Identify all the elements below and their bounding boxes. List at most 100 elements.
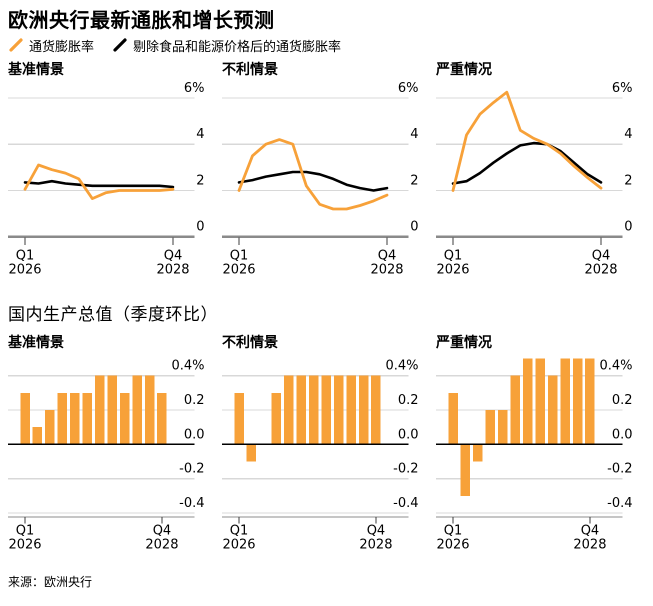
x-tick-label: Q4 [581,524,600,539]
gdp-bar [246,444,257,462]
x-tick-label: Q4 [592,249,611,264]
gdp-bar [32,427,43,445]
gdp-bar [473,444,483,462]
gdp-bar [547,375,558,445]
x-tick-label: 2028 [359,537,392,552]
y-tick-label: -0.2 [607,462,632,477]
y-tick-label: -0.4 [179,496,204,511]
x-tick-label: 2026 [436,537,469,552]
y-tick-label: -0.4 [607,496,632,511]
gdp-bar [234,392,244,445]
y-tick-label: -0.2 [393,462,418,477]
gdp-bar [560,358,570,445]
gdp-bar [333,375,344,445]
gdp-bar [119,392,130,445]
y-tick-label: 4 [196,127,204,142]
x-tick-label: Q1 [230,249,249,264]
gdp-bar [358,375,369,445]
x-tick-label: 2028 [145,537,178,552]
x-tick-label: Q1 [16,249,35,264]
gdp-bar [144,375,155,445]
x-tick-label: Q4 [164,249,183,264]
legend-label-core-inflation: 剔除食品和能源价格后的通货膨胀率 [133,39,342,55]
y-tick-label: 2 [410,173,418,188]
gdp-bar [308,375,319,445]
gdp-bar [271,392,282,445]
gdp-bar [448,392,458,445]
y-tick-label: 2 [196,173,204,188]
y-tick-label: 0.2 [398,393,419,408]
gdp-bar [296,375,306,445]
x-tick-label: Q4 [378,249,397,264]
gdp-bar [82,392,92,445]
y-tick-label: 0 [410,220,418,235]
core_inflation-series-line [237,170,389,192]
gdp-bar [57,392,68,445]
panel-inflation-adverse: 不利情景 6% 4 2 0 Q1 2026 Q4 2028 [222,62,421,280]
gdp-bar [346,375,356,445]
y-tick-label: 4 [624,127,632,142]
x-tick-label: 2028 [584,263,617,278]
panel-title: 基准情景 [8,62,64,78]
y-tick-label: 4 [410,127,418,142]
x-tick-label: 2028 [156,263,189,278]
x-tick-label: 2026 [436,263,469,278]
inflation-series-line [451,90,603,192]
panel-title: 不利情景 [222,335,278,351]
y-tick-label: 2 [624,173,632,188]
y-tick-label: -0.4 [393,496,418,511]
y-tick-label: 0.4% [385,359,418,374]
legend-item-core-inflation: 剔除食品和能源价格后的通货膨胀率 [112,36,341,55]
core_inflation-series-line [23,179,175,189]
gdp-bar [498,409,508,445]
y-tick-label: 6% [184,81,205,96]
gdp-bar [485,409,496,445]
gdp-bar [132,375,142,445]
panel-title: 严重情况 [436,62,492,78]
panel-gdp-adverse: 不利情景 0.4% 0.2 0.0 -0.2 -0.4 Q1 2026 Q4 2028 [222,335,421,553]
legend-item-inflation: 通货膨胀率 [8,36,94,55]
y-tick-label: 0.2 [612,393,633,408]
core-inflation-line-swatch-icon [113,38,127,52]
panel-title: 不利情景 [222,62,278,78]
y-tick-label: 0.4% [171,359,204,374]
panel-title: 基准情景 [8,335,64,351]
gdp-bar [510,375,520,445]
y-tick-label: -0.2 [179,462,204,477]
y-tick-label: 0.0 [398,427,419,442]
y-tick-label: 0.0 [612,427,633,442]
panel-gdp-baseline: 基准情景 0.4% 0.2 0.0 -0.2 -0.4 Q1 2026 Q4 2028 [8,335,207,553]
gdp-bar [321,375,331,445]
inflation-series-line [23,163,175,200]
x-tick-label: 2026 [222,263,255,278]
x-tick-label: 2026 [8,263,41,278]
x-tick-label: 2026 [8,537,41,552]
gdp-charts-row: 基准情景 0.4% 0.2 0.0 -0.2 -0.4 Q1 2026 Q4 2028 不利情景… [8,335,653,553]
y-tick-label: 0 [196,220,204,235]
gdp-bar [20,392,30,445]
source-note: 来源：欧洲央行 [8,575,93,589]
core_inflation-series-line [451,141,603,185]
x-tick-label: Q4 [153,524,172,539]
legend-label-inflation: 通货膨胀率 [29,39,95,55]
gdp-bar [45,409,55,445]
y-tick-label: 0 [624,220,632,235]
gdp-bar [284,375,294,445]
y-tick-label: 6% [398,81,419,96]
gdp-bar [70,392,80,445]
inflation-series-line [237,138,389,211]
gdp-bar [585,358,595,445]
panel-inflation-baseline: 基准情景 6% 4 2 0 Q1 2026 Q4 2028 [8,62,207,280]
gdp-bar [371,375,381,445]
gdp-bar [94,375,105,445]
gdp-bar [572,358,583,445]
x-tick-label: 2028 [573,537,606,552]
inflation-charts-row: 基准情景 6% 4 2 0 Q1 2026 Q4 2028 不利情景 6% 4 2 0 Q1 2026 Q… [8,62,653,280]
page-title: 欧洲央行最新通胀和增长预测 [8,8,275,32]
